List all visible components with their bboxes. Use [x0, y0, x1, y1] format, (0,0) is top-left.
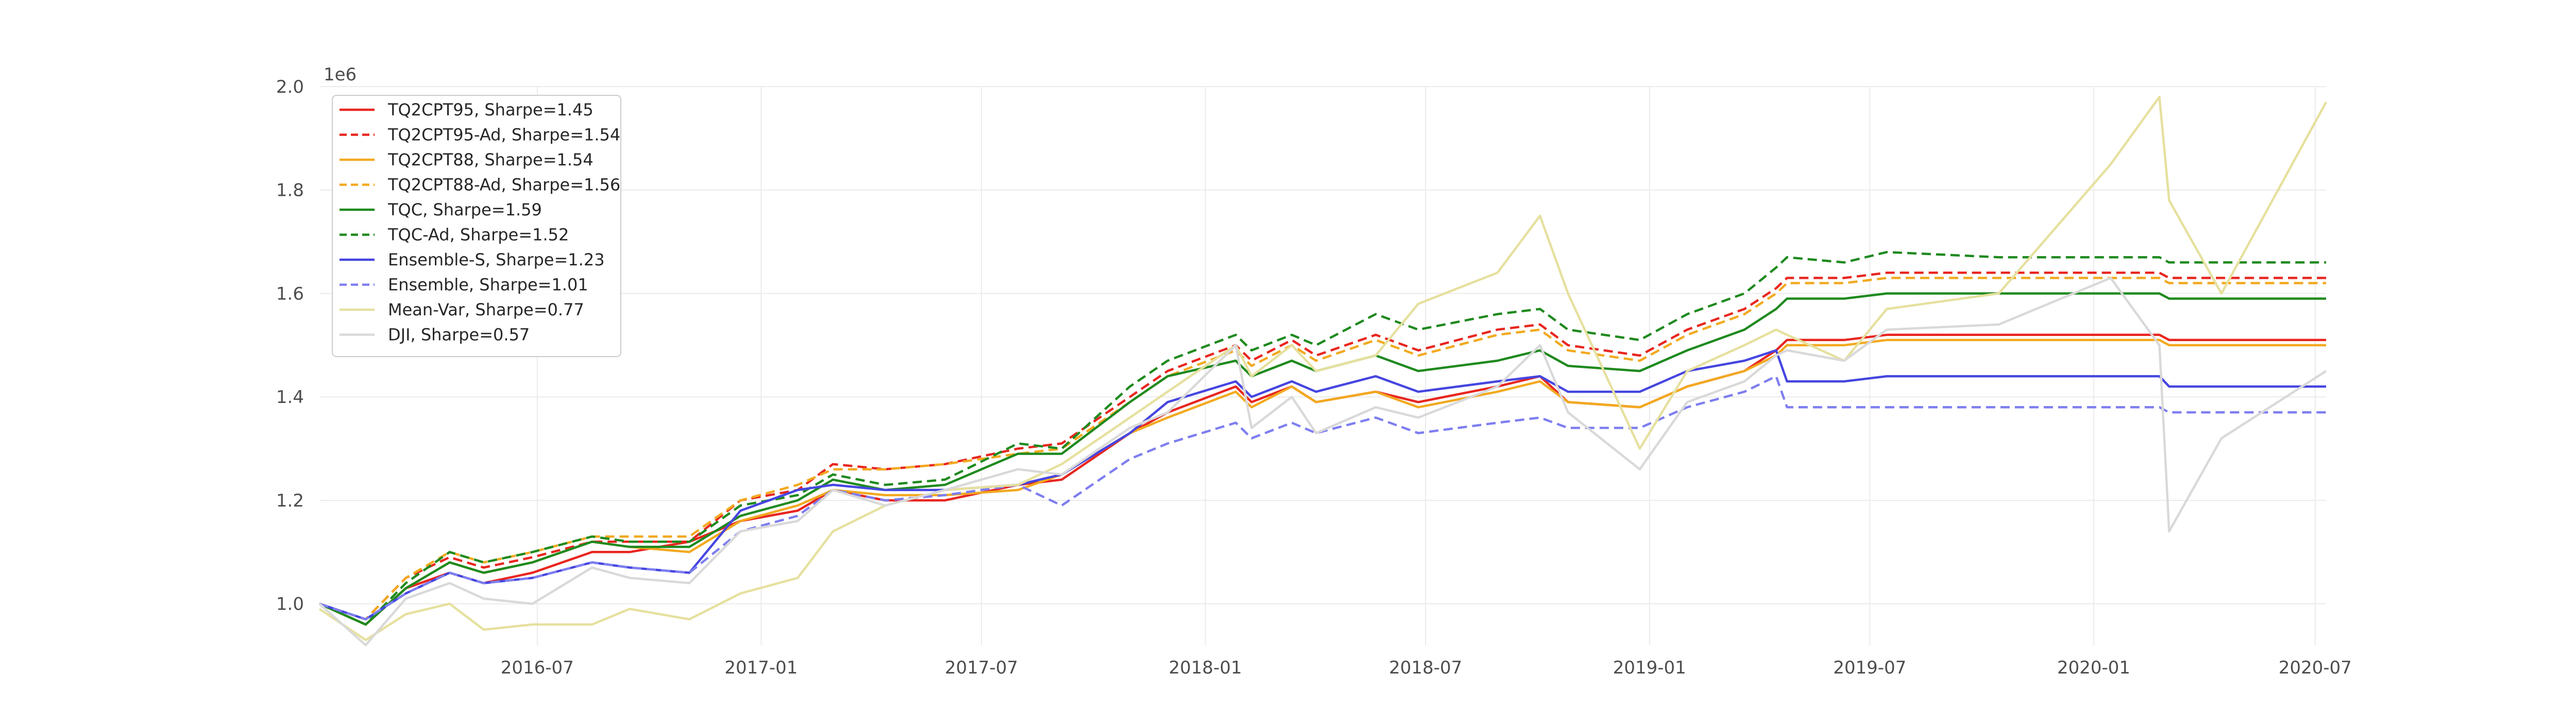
legend-label: TQ2CPT95-Ad, Sharpe=1.54 — [387, 125, 620, 145]
x-tick-label: 2020-01 — [2057, 658, 2130, 678]
legend: TQ2CPT95, Sharpe=1.45 TQ2CPT95-Ad, Sharpe… — [332, 95, 621, 357]
legend-label: DJI, Sharpe=0.57 — [388, 325, 530, 345]
y-tick-label: 1.6 — [276, 283, 304, 304]
y-tick-label: 1.4 — [276, 387, 304, 408]
x-tick-label: 2019-01 — [1613, 658, 1686, 678]
x-tick-label: 2020-07 — [2279, 658, 2352, 678]
series-line — [319, 277, 2326, 621]
series-line — [319, 250, 2326, 626]
legend-label: TQ2CPT95, Sharpe=1.45 — [387, 100, 594, 120]
x-tick-label: 2016-07 — [501, 658, 574, 678]
legend-label: TQ2CPT88-Ad, Sharpe=1.56 — [387, 175, 620, 195]
legend-box — [332, 95, 621, 357]
x-tick-label: 2018-01 — [1169, 658, 1242, 678]
series-line — [319, 272, 2326, 621]
series-line — [318, 95, 2327, 642]
y-tick-label: 1.0 — [276, 594, 304, 615]
x-tick-label: 2017-01 — [724, 658, 798, 678]
x-tick-label: 2018-07 — [1389, 658, 1462, 678]
series-line — [319, 292, 2326, 626]
y-tick-label: 1.2 — [276, 491, 304, 511]
legend-label: TQ2CPT88, Sharpe=1.54 — [387, 150, 594, 170]
legend-label: Ensemble, Sharpe=1.01 — [388, 275, 588, 295]
y-tick-label: 2.0 — [276, 77, 304, 97]
series-line — [319, 375, 2326, 621]
legend-label: Ensemble-S, Sharpe=1.23 — [388, 250, 605, 270]
series-lines — [318, 95, 2327, 647]
axis-labels: 1e6 1.0 1.2 1.4 1.6 1.8 2.0 2016-07 2017-01 2017… — [276, 64, 2352, 678]
series-line — [318, 277, 2327, 647]
y-offset-label: 1e6 — [324, 64, 357, 85]
y-tick-label: 1.8 — [276, 180, 304, 201]
legend-label: TQC-Ad, Sharpe=1.52 — [387, 225, 569, 245]
legend-label: Mean-Var, Sharpe=0.77 — [388, 300, 584, 319]
x-tick-label: 2019-07 — [1833, 658, 1906, 678]
legend-label: TQC, Sharpe=1.59 — [387, 200, 542, 220]
series-line — [319, 333, 2326, 626]
x-tick-label: 2017-07 — [945, 658, 1018, 678]
